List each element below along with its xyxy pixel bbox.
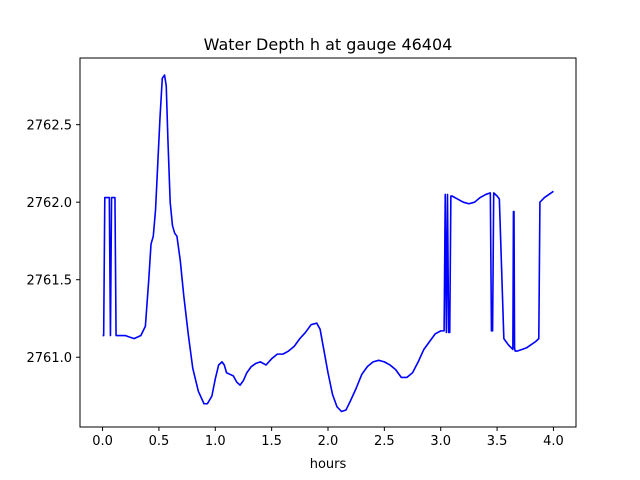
chart-title: Water Depth h at gauge 46404 bbox=[204, 35, 453, 54]
water-depth-line bbox=[102, 74, 554, 413]
x-tick-label: 3.5 bbox=[487, 434, 508, 449]
y-tick-label: 2762.0 bbox=[27, 196, 73, 211]
x-tick-label: 3.0 bbox=[430, 434, 451, 449]
y-tick-label: 2762.5 bbox=[27, 119, 73, 134]
x-tick-label: 1.5 bbox=[261, 434, 282, 449]
y-axis: 2761.0 2761.5 2762.0 2762.5 bbox=[27, 119, 80, 366]
y-tick-label: 2761.0 bbox=[27, 351, 73, 366]
x-tick-label: 2.5 bbox=[374, 434, 395, 449]
x-axis-label: hours bbox=[310, 457, 347, 472]
x-tick-label: 0.5 bbox=[149, 434, 170, 449]
x-tick-label: 1.0 bbox=[205, 434, 226, 449]
plot-area bbox=[79, 57, 577, 428]
y-tick-label: 2761.5 bbox=[27, 274, 73, 289]
x-tick-label: 4.0 bbox=[543, 434, 564, 449]
x-tick-label: 2.0 bbox=[318, 434, 339, 449]
x-axis: 0.0 0.5 1.0 1.5 2.0 2.5 3.0 3.5 4.0 bbox=[92, 427, 564, 449]
x-tick-label: 0.0 bbox=[92, 434, 113, 449]
